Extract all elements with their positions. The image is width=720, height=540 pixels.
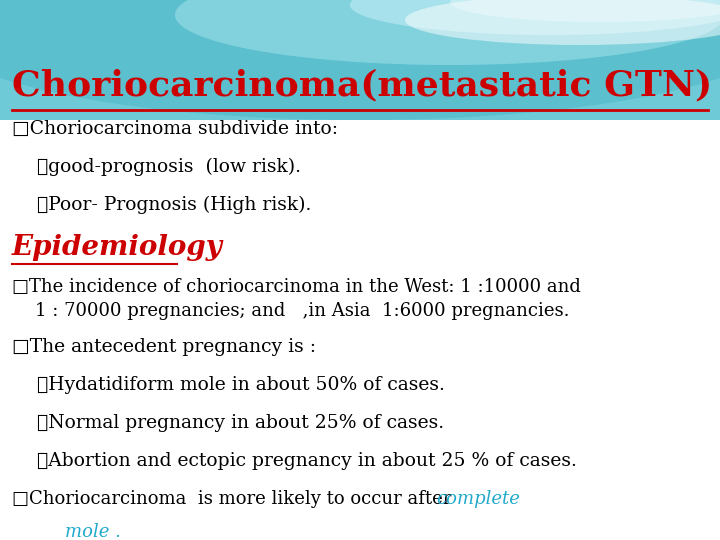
Text: □Choriocarcinoma subdivide into:: □Choriocarcinoma subdivide into: — [12, 120, 338, 138]
Ellipse shape — [0, 0, 720, 120]
Text: □The antecedent pregnancy is :: □The antecedent pregnancy is : — [12, 338, 316, 356]
Text: ➤Abortion and ectopic pregnancy in about 25 % of cases.: ➤Abortion and ectopic pregnancy in about… — [37, 452, 577, 470]
Ellipse shape — [450, 0, 720, 22]
Ellipse shape — [350, 0, 720, 35]
Ellipse shape — [175, 0, 720, 65]
Text: complete: complete — [436, 490, 520, 508]
Text: mole .: mole . — [42, 523, 121, 540]
Text: Epidemiology: Epidemiology — [12, 234, 223, 261]
Text: □Choriocarcinoma  is more likely to occur after: □Choriocarcinoma is more likely to occur… — [12, 490, 457, 508]
Text: ➤Normal pregnancy in about 25% of cases.: ➤Normal pregnancy in about 25% of cases. — [37, 414, 444, 432]
Text: □The incidence of choriocarcinoma in the West: 1 :10000 and
    1 : 70000 pregna: □The incidence of choriocarcinoma in the… — [12, 278, 581, 320]
Text: Choriocarcinoma(metastatic GTN): Choriocarcinoma(metastatic GTN) — [12, 68, 712, 102]
Text: ➤good-prognosis  (low risk).: ➤good-prognosis (low risk). — [37, 158, 301, 176]
Text: ➤Hydatidiform mole in about 50% of cases.: ➤Hydatidiform mole in about 50% of cases… — [37, 376, 445, 394]
FancyBboxPatch shape — [0, 0, 720, 120]
Text: ➤Poor- Prognosis (High risk).: ➤Poor- Prognosis (High risk). — [37, 196, 311, 214]
Ellipse shape — [405, 0, 720, 45]
